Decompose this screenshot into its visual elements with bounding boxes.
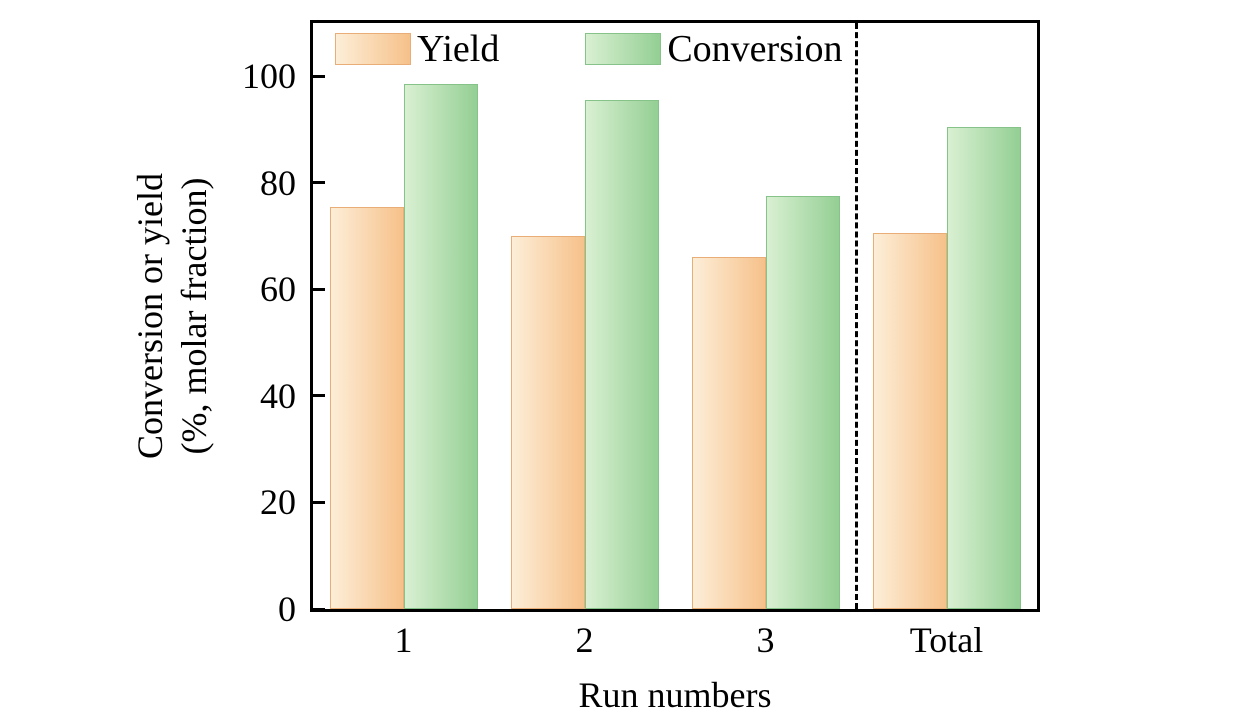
separator-dashed-line [854, 23, 858, 609]
legend-label-yield: Yield [417, 28, 500, 70]
bar-conversion-2 [584, 100, 659, 609]
y-tick-label-40: 40 [260, 375, 296, 416]
y-axis-title-line2: (%, molar fraction) [174, 177, 214, 455]
x-tick-label-total: Total [909, 620, 984, 660]
x-tick-label-3: 3 [756, 620, 775, 660]
legend: Yield Conversion [335, 29, 843, 69]
y-tick-mark-80 [313, 181, 325, 185]
y-tick-label-100: 100 [242, 56, 296, 97]
y-tick-label-80: 80 [260, 162, 296, 203]
legend-label-conversion: Conversion [667, 28, 843, 70]
y-tick-mark-0 [313, 607, 325, 611]
y-tick-mark-100 [313, 74, 325, 78]
y-tick-label-20: 20 [260, 482, 296, 523]
y-tick-label-0: 0 [278, 589, 296, 629]
bar-yield-3 [691, 257, 766, 609]
legend-entry-yield: Yield [335, 29, 499, 69]
x-tick-label-2: 2 [575, 620, 594, 660]
bar-conversion-1 [403, 84, 478, 609]
plot-area: Yield Conversion [310, 20, 1040, 612]
x-tick-label-1: 1 [394, 620, 413, 660]
legend-swatch-conversion [585, 33, 662, 65]
y-tick-mark-60 [313, 287, 325, 291]
legend-swatch-yield [335, 33, 411, 65]
y-tick-label-60: 60 [260, 269, 296, 310]
y-tick-mark-20 [313, 500, 325, 504]
bar-yield-1 [329, 206, 404, 609]
y-axis-title: Conversion or yield (%, molar fraction) [128, 173, 216, 459]
legend-entry-conversion: Conversion [585, 28, 843, 70]
bar-conversion-3 [765, 196, 840, 609]
plot-inner [313, 23, 1037, 611]
bar-yield-2 [510, 236, 585, 609]
y-axis-title-line1: Conversion or yield [130, 173, 170, 459]
y-tick-mark-40 [313, 394, 325, 398]
x-axis-title: Run numbers [578, 675, 772, 715]
bar-conversion-total [946, 126, 1021, 609]
bar-yield-total [872, 233, 947, 609]
